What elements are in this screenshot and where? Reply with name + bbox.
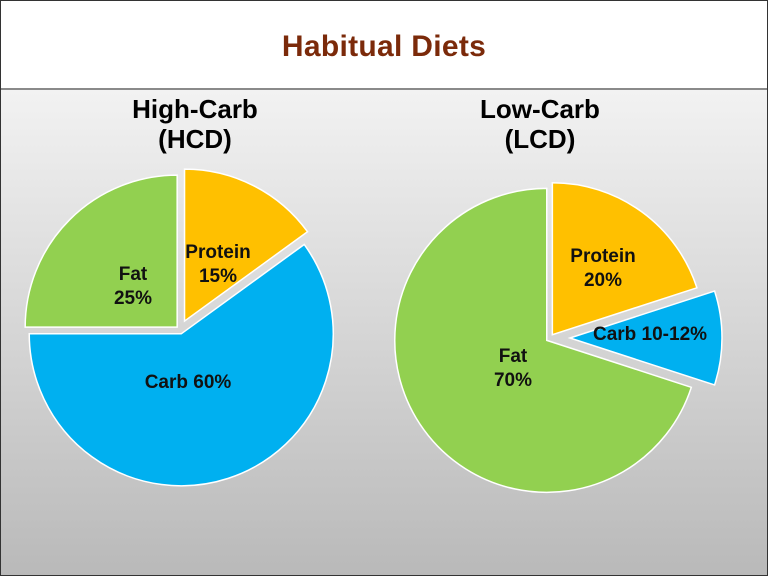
pie0-slice-2-label: 25% <box>114 288 152 309</box>
pie0-slice-0-label: Protein <box>185 242 250 263</box>
lcd-title-line1: Low-Carb <box>480 94 600 124</box>
pie1-slice-2-label: 70% <box>494 370 532 391</box>
pie1-slice-1 <box>567 290 723 386</box>
pie1-slice-1-label: Carb 10-12% <box>593 324 707 345</box>
pie1-slice-2 <box>394 187 693 494</box>
pie0-slice-1-label: Carb 60% <box>145 372 232 393</box>
hcd-title-line1: High-Carb <box>132 94 258 124</box>
pie0-slice-2-label: Fat <box>119 264 148 285</box>
pie0-slice-2 <box>24 174 178 328</box>
pie1-slice-0-label: Protein <box>570 246 635 267</box>
lcd-title-line2: (LCD) <box>504 124 576 154</box>
pie0-slice-0 <box>183 168 309 323</box>
pie1-slice-0-label: 20% <box>584 270 622 291</box>
slide-header: Habitual Diets <box>0 0 768 90</box>
pie0-slice-0-label: 15% <box>199 266 237 287</box>
slide-title: Habitual Diets <box>281 30 487 63</box>
pie0-slice-1 <box>28 243 334 487</box>
hcd-title: High-Carb (HCD) <box>45 94 345 154</box>
pie1-slice-2-label: Fat <box>499 346 528 367</box>
lcd-title: Low-Carb (LCD) <box>390 94 690 154</box>
pie1-slice-0 <box>551 182 698 336</box>
hcd-title-line2: (HCD) <box>158 124 232 154</box>
